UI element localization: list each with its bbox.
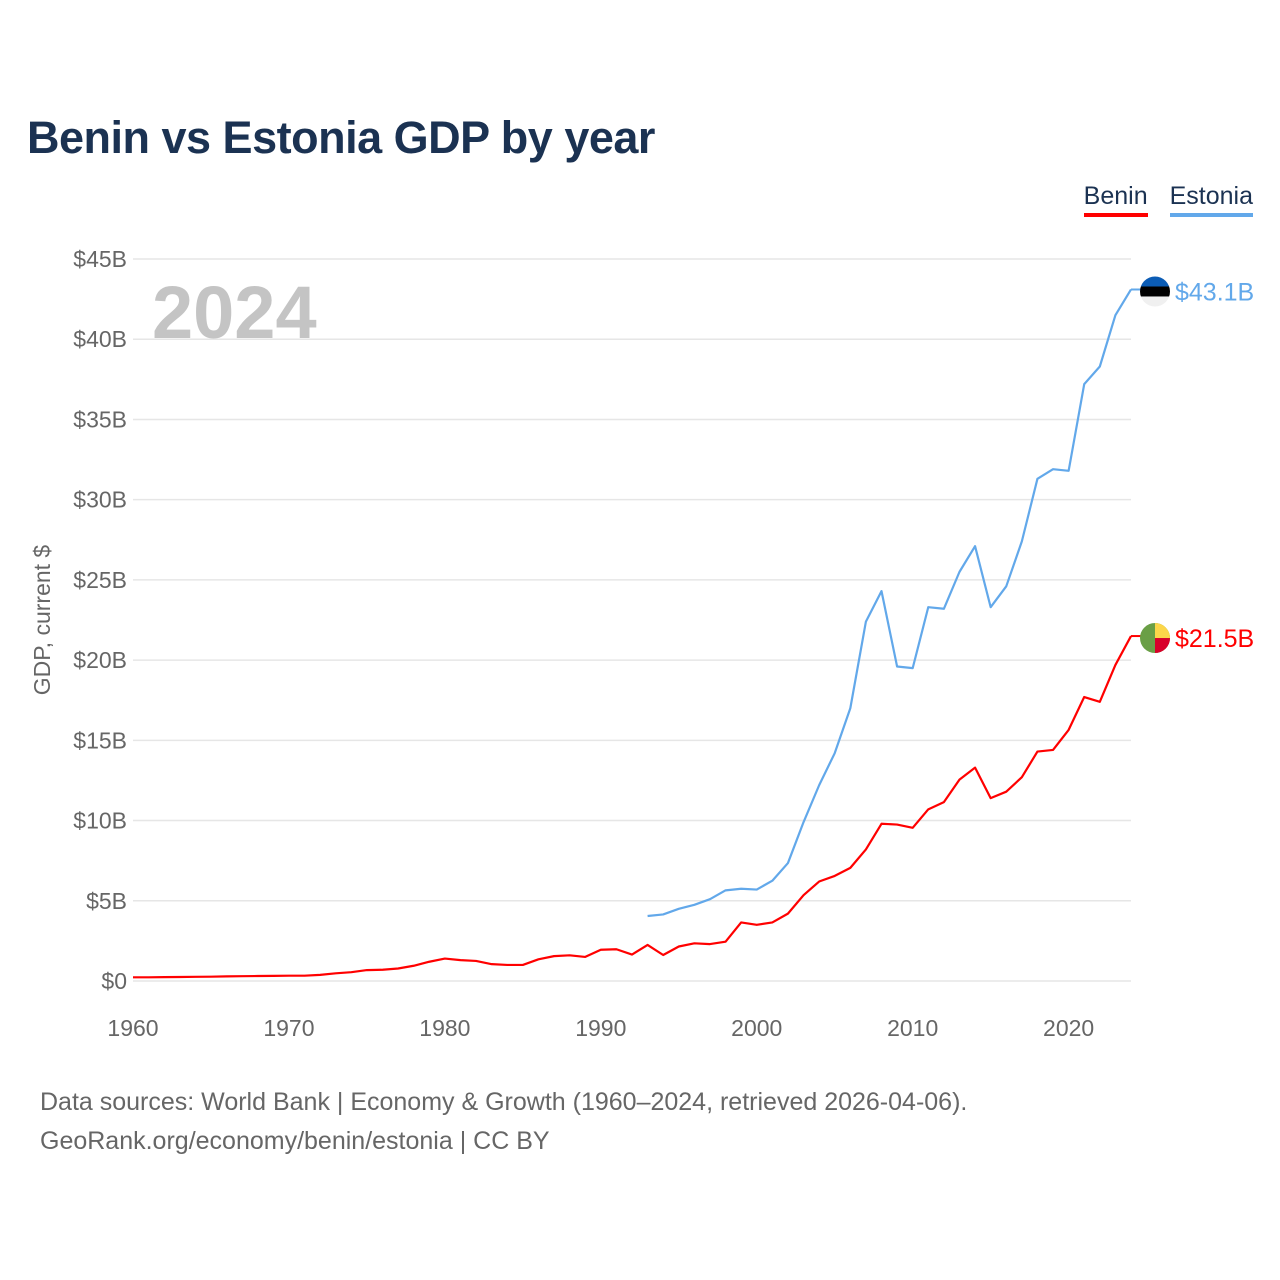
y-tick-label: $40B xyxy=(73,326,127,352)
x-tick-label: 2020 xyxy=(1043,1015,1094,1041)
series-line-estonia xyxy=(647,288,1132,918)
x-tick-label: 1970 xyxy=(263,1015,314,1041)
y-tick-label: $15B xyxy=(73,727,127,753)
y-tick-label: $0 xyxy=(101,968,127,994)
y-tick-label: $35B xyxy=(73,406,127,432)
benin-flag-icon xyxy=(1140,623,1170,654)
y-tick-label: $5B xyxy=(86,888,127,914)
y-tick-label: $25B xyxy=(73,567,127,593)
data-source-text: Data sources: World Bank | Economy & Gro… xyxy=(40,1088,968,1116)
x-tick-label: 1980 xyxy=(419,1015,470,1041)
chart-title: Benin vs Estonia GDP by year xyxy=(27,112,655,163)
y-tick-label: $10B xyxy=(73,808,127,834)
x-tick-label: 2000 xyxy=(731,1015,782,1041)
series-line-benin xyxy=(133,635,1132,979)
end-value-label: $21.5B xyxy=(1175,625,1254,653)
legend: Benin Estonia xyxy=(1083,182,1253,217)
source-link[interactable]: GeoRank.org/economy/benin/estonia | CC B… xyxy=(40,1127,550,1155)
end-value-label: $43.1B xyxy=(1175,278,1254,306)
y-tick-label: $20B xyxy=(73,647,127,673)
legend-estonia[interactable]: Estonia xyxy=(1169,182,1253,217)
footer: Data sources: World Bank | Economy & Gro… xyxy=(40,1083,967,1161)
x-tick-label: 1990 xyxy=(575,1015,626,1041)
estonia-flag-icon xyxy=(1140,276,1170,307)
y-tick-label: $45B xyxy=(73,246,127,272)
x-tick-label: 1960 xyxy=(107,1015,158,1041)
year-watermark: 2024 xyxy=(152,271,317,354)
y-tick-label: $30B xyxy=(73,487,127,513)
legend-benin[interactable]: Benin xyxy=(1083,182,1148,217)
y-axis-label: GDP, current $ xyxy=(29,545,55,696)
x-tick-label: 2010 xyxy=(887,1015,938,1041)
